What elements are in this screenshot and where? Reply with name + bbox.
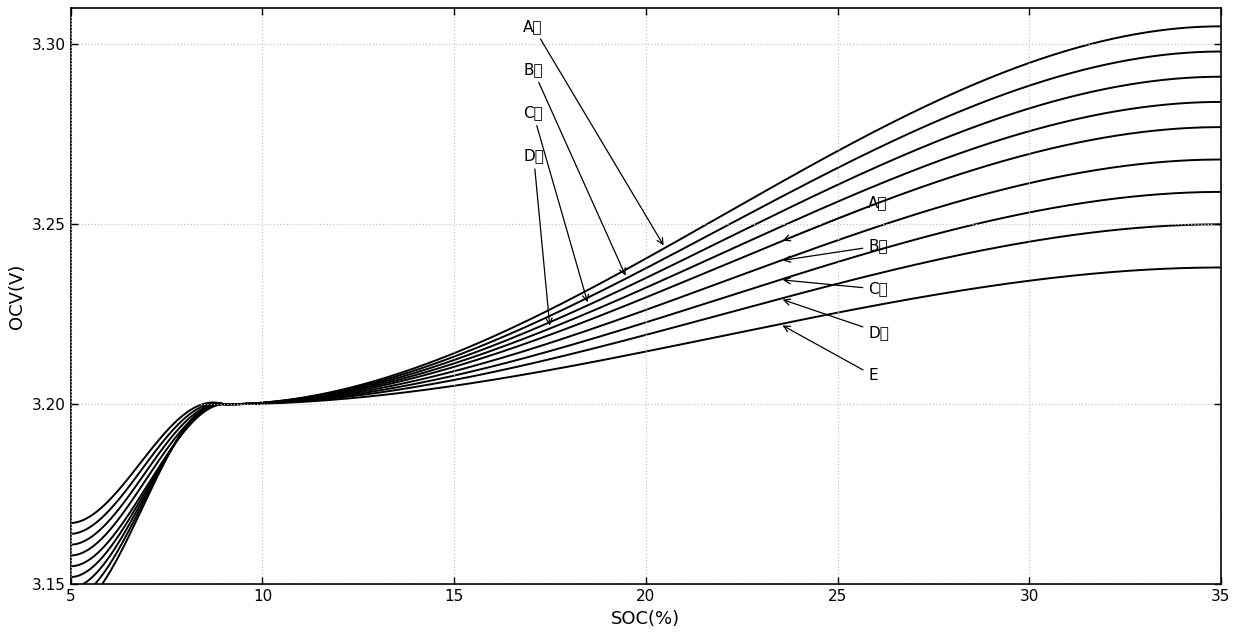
Text: D放: D放 [784,299,890,340]
Y-axis label: OCV(V): OCV(V) [9,263,26,329]
Text: D充: D充 [523,148,553,324]
Text: C放: C放 [784,278,888,296]
Text: C充: C充 [523,105,589,301]
Text: B放: B放 [784,238,888,262]
Text: B充: B充 [523,62,626,274]
Text: A放: A放 [784,195,887,241]
Text: E: E [784,326,878,383]
Text: A充: A充 [523,19,663,244]
X-axis label: SOC(%): SOC(%) [611,610,680,628]
